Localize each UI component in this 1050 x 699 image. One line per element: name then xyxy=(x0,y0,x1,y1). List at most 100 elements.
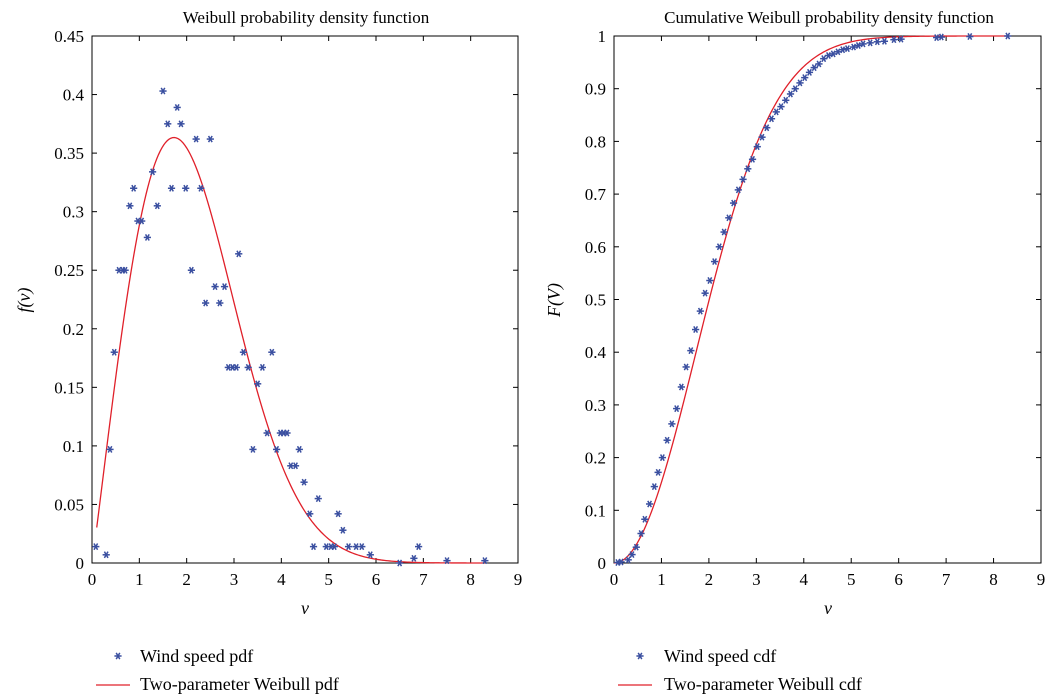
cdf-data-point xyxy=(753,143,761,151)
pdf-data-point xyxy=(197,184,205,192)
pdf-data-point xyxy=(295,445,303,453)
cdf-y-tick-label: 0.3 xyxy=(585,396,606,415)
pdf-data-point xyxy=(192,135,200,143)
cdf-data-point xyxy=(706,277,714,285)
cdf-data-point xyxy=(637,529,645,537)
cdf-weibull-curve xyxy=(613,35,1008,564)
cdf-y-tick-label: 0.7 xyxy=(585,185,607,204)
pdf-data-point xyxy=(273,445,281,453)
pdf-data-point xyxy=(206,135,214,143)
pdf-marker-group xyxy=(92,87,489,567)
cdf-y-axis-label: F(V) xyxy=(544,283,565,318)
cdf-data-point xyxy=(897,35,905,43)
pdf-curve-group xyxy=(96,136,485,564)
cdf-data-point xyxy=(617,558,625,566)
cdf-data-point xyxy=(890,36,898,44)
cdf-data-point xyxy=(624,556,632,564)
cdf-curve-group xyxy=(613,35,1008,564)
pdf-data-point xyxy=(481,557,489,565)
pdf-data-point xyxy=(216,299,224,307)
cdf-data-point xyxy=(859,40,867,48)
pdf-plot-area xyxy=(91,35,519,564)
cdf-data-point xyxy=(632,543,640,551)
cdf-y-tick-label: 0.1 xyxy=(585,501,606,520)
pdf-y-axis-label: f(v) xyxy=(14,288,35,313)
cdf-data-point xyxy=(966,33,974,41)
cdf-data-point xyxy=(654,468,662,476)
pdf-data-point xyxy=(102,551,110,559)
cdf-y-tick-label: 0.8 xyxy=(585,132,606,151)
cdf-data-point xyxy=(729,199,738,207)
cdf-data-point xyxy=(937,33,945,41)
pdf-data-point xyxy=(182,184,190,192)
pdf-data-point xyxy=(202,299,210,307)
cdf-x-tick-label: 5 xyxy=(847,570,856,589)
cdf-x-tick-label: 7 xyxy=(942,570,951,589)
pdf-legend-markers-label: Wind speed pdf xyxy=(140,646,253,666)
pdf-data-point xyxy=(334,510,342,518)
cdf-x-tick-label: 8 xyxy=(989,570,998,589)
cdf-chart-title: Cumulative Weibull probability density f… xyxy=(664,8,994,27)
pdf-data-point xyxy=(220,283,229,291)
pdf-x-tick-label: 6 xyxy=(372,570,381,589)
pdf-data-point xyxy=(106,445,114,453)
cdf-data-point xyxy=(650,483,658,491)
pdf-y-tick-label: 0.4 xyxy=(63,86,85,105)
pdf-panel: Weibull probability density function 0 1 2… xyxy=(14,8,522,694)
pdf-x-tick-label: 5 xyxy=(324,570,333,589)
pdf-weibull-curve xyxy=(96,136,485,564)
cdf-legend-line-label: Two-parameter Weibull cdf xyxy=(664,674,862,694)
pdf-data-point xyxy=(258,363,266,371)
cdf-data-point xyxy=(782,96,790,104)
pdf-data-point xyxy=(232,363,240,371)
cdf-data-point xyxy=(815,60,823,68)
cdf-data-point xyxy=(720,228,728,236)
cdf-data-point xyxy=(682,363,690,371)
cdf-data-point xyxy=(1004,32,1012,40)
pdf-data-point xyxy=(187,266,195,274)
pdf-data-point xyxy=(254,380,262,388)
cdf-x-tick-label: 6 xyxy=(894,570,903,589)
cdf-data-point xyxy=(658,454,666,462)
pdf-data-point xyxy=(410,554,418,562)
cdf-data-point xyxy=(791,85,799,93)
pdf-x-tick-label: 3 xyxy=(230,570,239,589)
cdf-plot-area xyxy=(613,35,1042,564)
pdf-legend-line-label: Two-parameter Weibull pdf xyxy=(140,674,339,694)
pdf-data-point xyxy=(239,348,248,356)
pdf-data-point xyxy=(92,543,100,551)
pdf-y-tick-label: 0.45 xyxy=(54,27,84,46)
pdf-data-point xyxy=(126,202,134,210)
pdf-data-point xyxy=(339,526,347,534)
pdf-data-point xyxy=(283,429,291,437)
pdf-legend-marker-swatch xyxy=(114,652,122,660)
pdf-x-ticks: 0 1 2 3 4 5 6 7 8 9 xyxy=(88,36,522,589)
pdf-y-tick-label: 0.1 xyxy=(63,437,84,456)
cdf-data-point xyxy=(786,90,795,98)
pdf-y-ticks: 0 0.05 0.1 0.15 0.2 0.25 0.3 0.35 0.4 0.45 xyxy=(54,27,518,573)
cdf-y-tick-label: 0 xyxy=(598,554,607,573)
pdf-chart-title: Weibull probability density function xyxy=(183,8,430,27)
pdf-data-point xyxy=(130,184,138,192)
cdf-data-point xyxy=(748,155,757,163)
pdf-x-tick-label: 7 xyxy=(419,570,428,589)
pdf-x-tick-label: 1 xyxy=(135,570,144,589)
cdf-data-point xyxy=(796,79,804,87)
pdf-x-tick-label: 0 xyxy=(88,570,97,589)
cdf-y-tick-label: 1 xyxy=(598,27,607,46)
cdf-legend-marker-swatch xyxy=(636,652,644,660)
cdf-data-point xyxy=(744,165,752,173)
cdf-data-point xyxy=(692,326,700,334)
pdf-data-point xyxy=(211,283,219,291)
pdf-data-point xyxy=(263,429,271,437)
cdf-data-point xyxy=(645,500,654,508)
cdf-data-point xyxy=(673,405,681,413)
cdf-y-tick-label: 0.5 xyxy=(585,291,606,310)
cdf-data-point xyxy=(810,64,818,72)
pdf-y-tick-label: 0.05 xyxy=(54,495,84,514)
pdf-data-point xyxy=(344,543,353,551)
pdf-data-point xyxy=(138,217,146,225)
cdf-data-point xyxy=(687,347,695,355)
cdf-marker-group xyxy=(614,32,1012,566)
cdf-x-tick-label: 9 xyxy=(1037,570,1046,589)
